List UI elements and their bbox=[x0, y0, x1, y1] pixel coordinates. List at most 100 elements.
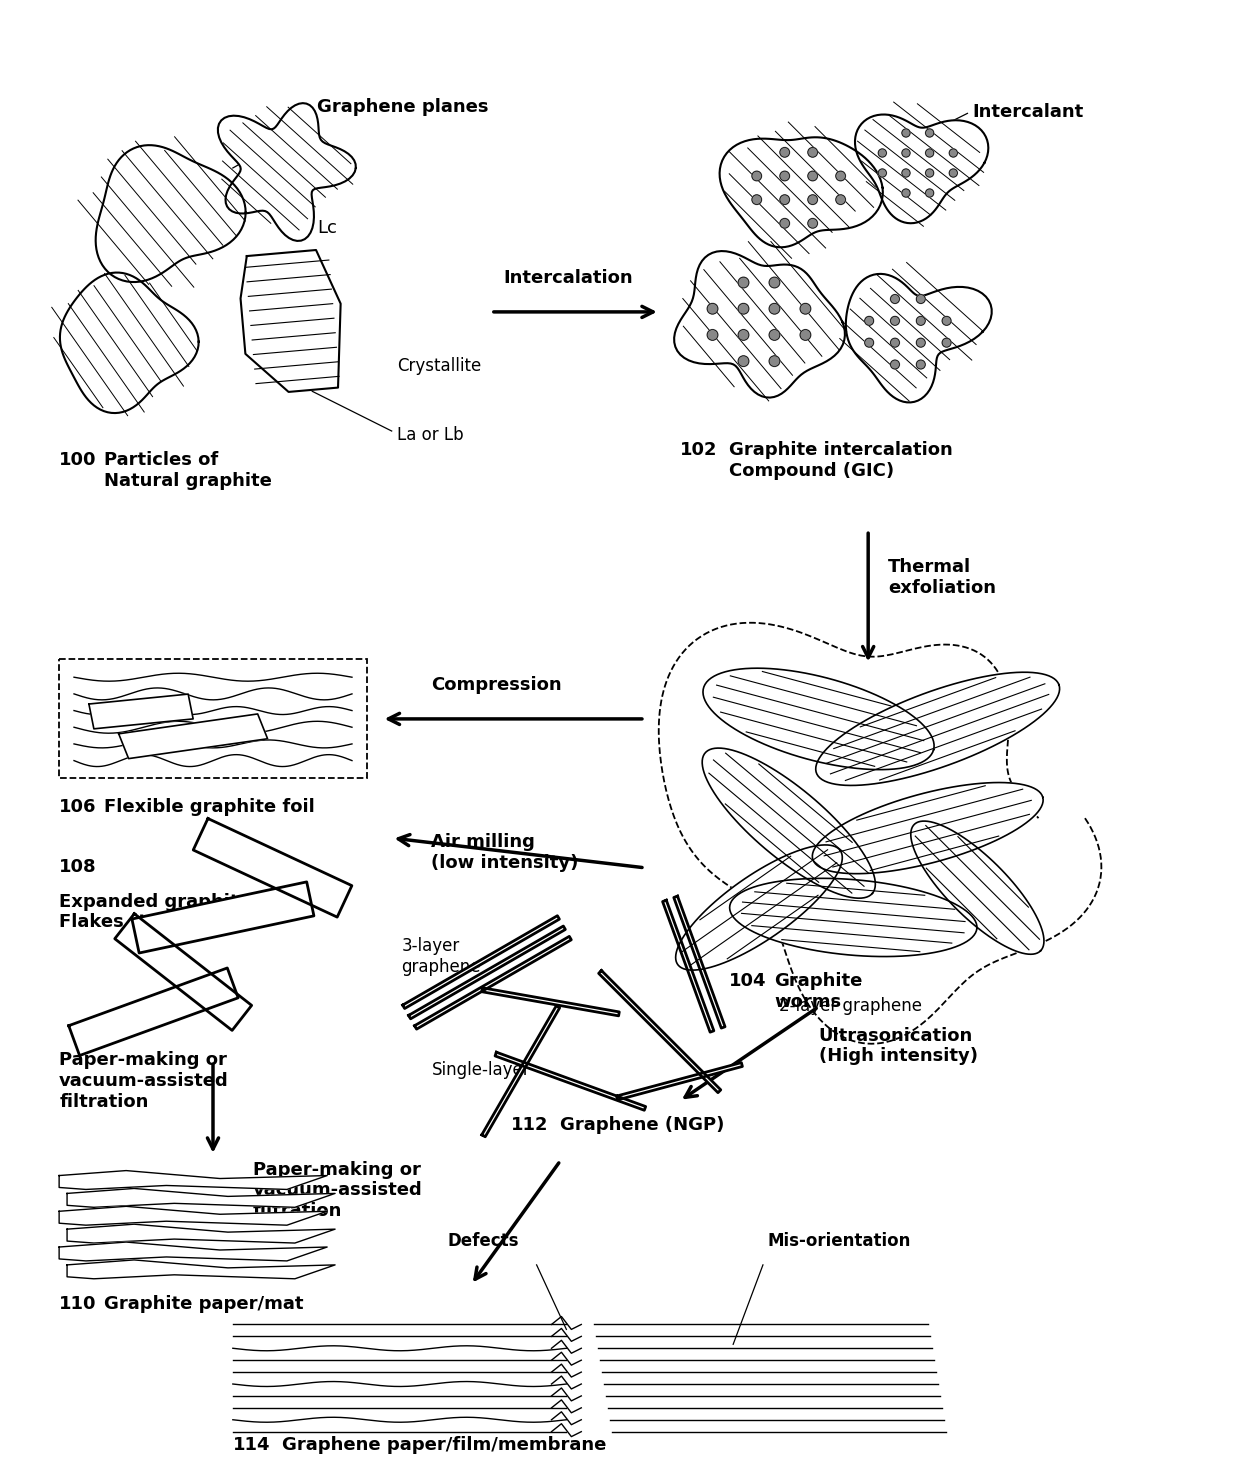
Text: Crystallite: Crystallite bbox=[397, 357, 481, 374]
Polygon shape bbox=[403, 916, 559, 1008]
Circle shape bbox=[949, 169, 957, 178]
Text: Thermal
exfoliation: Thermal exfoliation bbox=[888, 558, 996, 597]
Circle shape bbox=[916, 316, 925, 325]
Circle shape bbox=[769, 277, 780, 288]
Text: Lc: Lc bbox=[317, 219, 337, 236]
Polygon shape bbox=[675, 251, 844, 398]
Text: Graphite paper/mat: Graphite paper/mat bbox=[104, 1295, 304, 1313]
Polygon shape bbox=[193, 819, 352, 916]
Polygon shape bbox=[729, 879, 977, 957]
Circle shape bbox=[707, 329, 718, 341]
Polygon shape bbox=[119, 714, 268, 759]
Circle shape bbox=[925, 149, 934, 157]
Circle shape bbox=[916, 360, 925, 369]
Circle shape bbox=[751, 170, 761, 181]
Circle shape bbox=[942, 316, 951, 325]
Polygon shape bbox=[676, 845, 842, 970]
Circle shape bbox=[769, 303, 780, 315]
Circle shape bbox=[864, 316, 874, 325]
Circle shape bbox=[916, 338, 925, 347]
Circle shape bbox=[800, 329, 811, 341]
Circle shape bbox=[901, 149, 910, 157]
Circle shape bbox=[890, 338, 899, 347]
Polygon shape bbox=[719, 137, 883, 248]
Circle shape bbox=[890, 294, 899, 303]
Polygon shape bbox=[60, 1241, 327, 1260]
Circle shape bbox=[707, 303, 718, 315]
Text: Intercalation: Intercalation bbox=[503, 270, 634, 287]
Circle shape bbox=[890, 316, 899, 325]
Polygon shape bbox=[95, 146, 246, 283]
Circle shape bbox=[738, 329, 749, 341]
Polygon shape bbox=[662, 900, 714, 1032]
Polygon shape bbox=[856, 115, 988, 223]
Polygon shape bbox=[67, 1189, 335, 1208]
Polygon shape bbox=[67, 1260, 335, 1279]
Text: Graphene paper/film/membrane: Graphene paper/film/membrane bbox=[283, 1435, 606, 1454]
Polygon shape bbox=[616, 1062, 743, 1100]
Polygon shape bbox=[414, 937, 572, 1029]
Polygon shape bbox=[812, 782, 1043, 874]
Polygon shape bbox=[68, 967, 238, 1055]
Polygon shape bbox=[60, 272, 198, 414]
Circle shape bbox=[949, 149, 957, 157]
Text: Graphene (NGP): Graphene (NGP) bbox=[560, 1116, 725, 1134]
Text: 110: 110 bbox=[60, 1295, 97, 1313]
Text: Single-layer: Single-layer bbox=[432, 1061, 529, 1080]
Polygon shape bbox=[131, 881, 314, 953]
Text: Paper-making or
vacuum-assisted
filtration: Paper-making or vacuum-assisted filtrati… bbox=[253, 1161, 423, 1221]
Polygon shape bbox=[115, 914, 252, 1030]
Text: Defects: Defects bbox=[448, 1233, 518, 1250]
Polygon shape bbox=[495, 1052, 646, 1110]
Text: Ultrasonication
(High intensity): Ultrasonication (High intensity) bbox=[818, 1027, 977, 1065]
Circle shape bbox=[738, 303, 749, 315]
Text: Mis-orientation: Mis-orientation bbox=[768, 1233, 911, 1250]
Circle shape bbox=[878, 169, 887, 178]
Polygon shape bbox=[218, 103, 356, 240]
Circle shape bbox=[751, 195, 761, 204]
Polygon shape bbox=[241, 251, 341, 392]
Bar bbox=[60, 660, 367, 778]
Text: 106: 106 bbox=[60, 798, 97, 816]
Text: Air milling
(low intensity): Air milling (low intensity) bbox=[432, 833, 579, 871]
Polygon shape bbox=[599, 970, 720, 1093]
Circle shape bbox=[800, 303, 811, 315]
Circle shape bbox=[901, 128, 910, 137]
Circle shape bbox=[916, 294, 925, 303]
Text: 114: 114 bbox=[233, 1435, 270, 1454]
Circle shape bbox=[738, 277, 749, 288]
Circle shape bbox=[769, 356, 780, 367]
Text: Graphite
worms: Graphite worms bbox=[774, 972, 862, 1011]
Text: Compression: Compression bbox=[432, 676, 562, 694]
Polygon shape bbox=[816, 672, 1060, 785]
Polygon shape bbox=[846, 274, 992, 402]
Circle shape bbox=[942, 338, 951, 347]
Circle shape bbox=[780, 219, 790, 229]
Circle shape bbox=[769, 329, 780, 341]
Polygon shape bbox=[673, 896, 725, 1029]
Polygon shape bbox=[67, 1224, 335, 1243]
Polygon shape bbox=[60, 1170, 327, 1189]
Text: Particles of
Natural graphite: Particles of Natural graphite bbox=[104, 450, 272, 490]
Circle shape bbox=[890, 360, 899, 369]
Circle shape bbox=[807, 195, 817, 204]
Text: Graphite intercalation
Compound (GIC): Graphite intercalation Compound (GIC) bbox=[729, 441, 954, 479]
Polygon shape bbox=[482, 1005, 559, 1136]
Circle shape bbox=[836, 195, 846, 204]
Text: Paper-making or
vacuum-assisted
filtration: Paper-making or vacuum-assisted filtrati… bbox=[60, 1052, 229, 1112]
Circle shape bbox=[925, 189, 934, 197]
Text: Graphene planes: Graphene planes bbox=[317, 99, 489, 117]
Polygon shape bbox=[60, 1206, 327, 1225]
Text: La or Lb: La or Lb bbox=[397, 425, 464, 444]
Circle shape bbox=[901, 169, 910, 178]
Text: Expanded graphite
Flakes (t > 100 nm): Expanded graphite Flakes (t > 100 nm) bbox=[60, 893, 258, 931]
Polygon shape bbox=[409, 927, 565, 1018]
Text: Intercalant: Intercalant bbox=[972, 103, 1084, 121]
Circle shape bbox=[836, 170, 846, 181]
Circle shape bbox=[864, 338, 874, 347]
Text: 2-layer graphene: 2-layer graphene bbox=[779, 997, 921, 1016]
Circle shape bbox=[878, 149, 887, 157]
Circle shape bbox=[738, 356, 749, 367]
Text: 102: 102 bbox=[680, 441, 717, 459]
Polygon shape bbox=[911, 822, 1044, 954]
